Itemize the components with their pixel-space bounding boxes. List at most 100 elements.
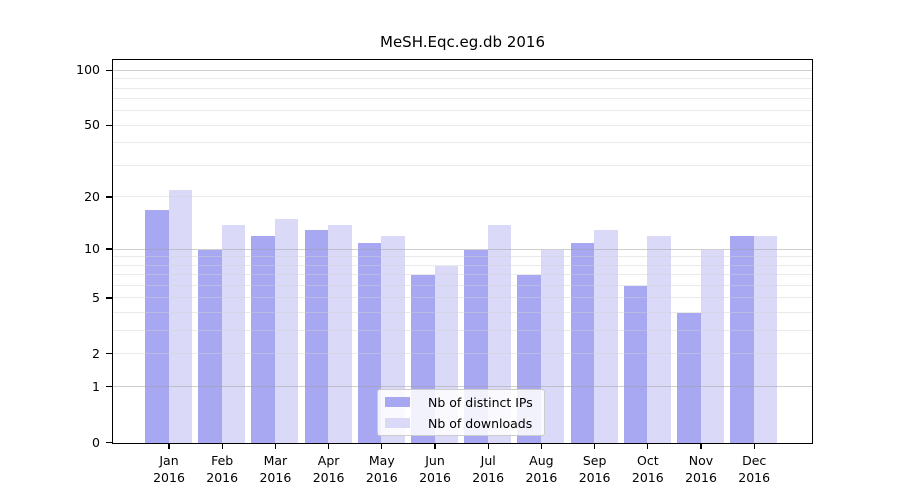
y-tick xyxy=(106,69,112,71)
x-tick-month: Feb xyxy=(211,453,234,468)
bar-distinct-ips xyxy=(677,313,701,443)
y-tick xyxy=(106,248,112,250)
y-tick xyxy=(106,196,112,198)
gridline-minor xyxy=(113,285,812,287)
x-tick xyxy=(221,444,223,449)
gridline-minor xyxy=(113,330,812,332)
y-tick xyxy=(106,297,112,299)
y-tick-label: 100 xyxy=(76,62,100,78)
bar-downloads xyxy=(221,224,246,443)
gridline-minor xyxy=(113,124,812,126)
x-tick-month: Sep xyxy=(582,453,607,468)
x-tick-month: May xyxy=(368,453,395,468)
x-tick xyxy=(647,444,649,449)
x-tick-year: 2016 xyxy=(153,470,185,485)
gridline-minor xyxy=(113,353,812,355)
bar-downloads xyxy=(540,249,565,443)
gridline-minor xyxy=(113,264,812,266)
x-tick-year: 2016 xyxy=(472,470,505,485)
x-tick-month: Oct xyxy=(636,453,659,468)
x-tick-label: May 2016 xyxy=(347,452,417,486)
gridline-minor xyxy=(113,312,812,314)
legend-label-downloads: Nb of downloads xyxy=(428,415,533,431)
x-tick-label: Sep 2016 xyxy=(560,452,630,486)
x-tick-label: Jul 2016 xyxy=(453,452,523,486)
y-tick-label: 10 xyxy=(84,241,100,257)
bar-downloads xyxy=(700,249,724,443)
bar-downloads xyxy=(328,224,352,443)
plot-area: Nb of distinct IPs Nb of downloads xyxy=(112,59,813,444)
x-tick-month: Apr xyxy=(317,453,340,468)
gridline-minor xyxy=(113,196,812,198)
bar-distinct-ips xyxy=(251,236,275,443)
legend-swatch-downloads-icon xyxy=(385,418,410,428)
x-tick xyxy=(540,444,542,449)
x-tick-label: Jun 2016 xyxy=(400,452,470,486)
x-tick-year: 2016 xyxy=(578,470,611,485)
x-tick-year: 2016 xyxy=(259,470,292,485)
gridline-minor xyxy=(113,98,812,100)
gridline-minor xyxy=(113,87,812,89)
bar-downloads xyxy=(647,236,671,443)
x-tick xyxy=(753,444,755,449)
y-tick-label: 50 xyxy=(84,117,100,133)
x-tick-month: Jul xyxy=(480,453,496,468)
y-tick-label: 0 xyxy=(92,434,100,450)
gridline-minor xyxy=(113,142,812,144)
x-tick-year: 2016 xyxy=(685,470,717,485)
bar-downloads xyxy=(594,230,618,443)
bar-distinct-ips xyxy=(730,236,754,443)
x-tick-label: Apr 2016 xyxy=(294,452,364,486)
gridline-minor xyxy=(113,110,812,112)
legend-label-distinct-ips: Nb of distinct IPs xyxy=(428,394,533,410)
x-tick xyxy=(700,444,702,449)
x-tick-year: 2016 xyxy=(206,470,239,485)
y-tick xyxy=(106,124,112,126)
y-tick xyxy=(106,441,112,444)
x-tick-label: Feb 2016 xyxy=(187,452,257,486)
x-tick-month: Mar xyxy=(263,453,288,468)
x-tick-month: Aug xyxy=(529,453,554,468)
bar-distinct-ips xyxy=(357,242,382,443)
y-tick xyxy=(106,385,112,388)
x-tick xyxy=(328,444,330,449)
legend-swatch-distinct-ips-icon xyxy=(385,397,410,407)
x-tick-month: Nov xyxy=(688,453,714,468)
x-tick-month: Jun xyxy=(425,453,445,468)
x-tick xyxy=(381,444,383,449)
bar-distinct-ips xyxy=(198,249,222,443)
gridline-minor xyxy=(113,256,812,258)
chart-title: MeSH.Eqc.eg.db 2016 xyxy=(380,33,545,51)
x-tick-year: 2016 xyxy=(365,470,398,485)
y-tick-label: 2 xyxy=(92,345,100,361)
y-tick xyxy=(106,353,112,355)
legend-item-distinct-ips: Nb of distinct IPs xyxy=(378,392,544,413)
legend: Nb of distinct IPs Nb of downloads xyxy=(377,389,545,436)
x-tick-label: Nov 2016 xyxy=(666,452,736,486)
gridline-minor xyxy=(113,165,812,167)
x-tick-label: Jan 2016 xyxy=(134,452,204,486)
x-tick-label: Dec 2016 xyxy=(719,452,789,486)
y-tick-label: 5 xyxy=(92,289,100,305)
x-tick xyxy=(434,444,436,449)
x-tick-month: Jan xyxy=(159,453,179,468)
bar-downloads xyxy=(487,224,512,443)
gridline-major xyxy=(113,248,812,250)
gridline-minor xyxy=(113,274,812,276)
x-tick-label: Aug 2016 xyxy=(506,452,576,486)
x-tick xyxy=(168,444,170,449)
bar-downloads xyxy=(168,190,192,443)
x-tick-year: 2016 xyxy=(738,470,771,485)
bar-downloads xyxy=(753,236,778,443)
x-tick-year: 2016 xyxy=(419,470,451,485)
bar-distinct-ips xyxy=(623,286,648,443)
gridline-minor xyxy=(113,78,812,80)
y-tick-label: 20 xyxy=(84,188,100,204)
bar-distinct-ips xyxy=(145,209,169,443)
gridline-major xyxy=(113,386,812,388)
bar-downloads xyxy=(274,219,299,443)
gridline-minor xyxy=(113,297,812,299)
x-tick-label: Mar 2016 xyxy=(240,452,310,486)
x-tick-year: 2016 xyxy=(312,470,345,485)
x-tick-year: 2016 xyxy=(631,470,664,485)
